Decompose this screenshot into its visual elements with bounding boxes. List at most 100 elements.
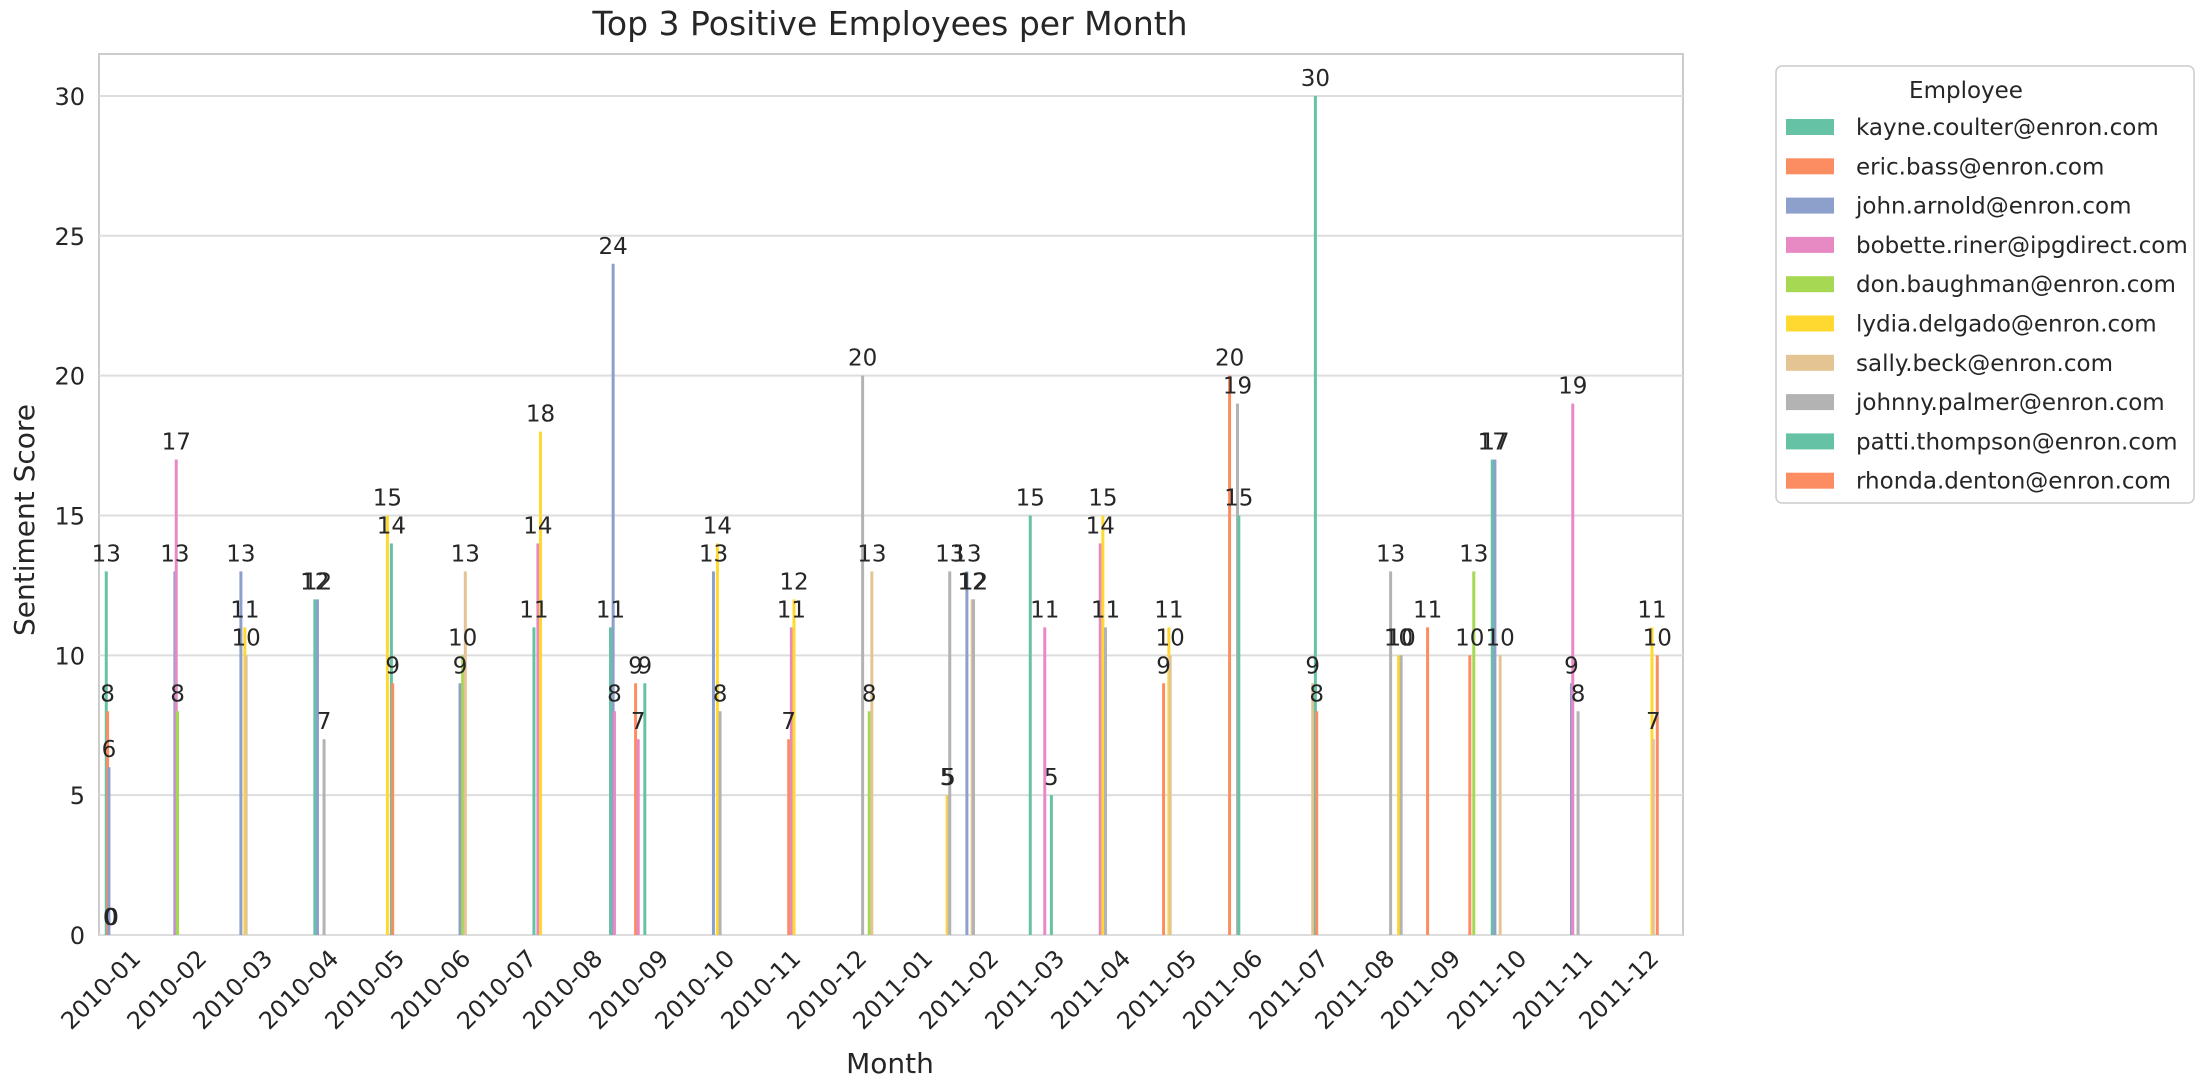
- bar-value-label: 19: [1558, 374, 1587, 400]
- bar: [536, 543, 540, 935]
- bar: [1101, 515, 1105, 935]
- bar-value-label: 14: [703, 513, 732, 539]
- bar: [948, 571, 952, 935]
- bar-value-label: 9: [637, 653, 652, 679]
- legend-label: johnny.palmer@enron.com: [1855, 390, 2165, 416]
- y-tick-labels: 0 5 10 15 20 25 30: [54, 83, 85, 950]
- bar: [965, 571, 969, 935]
- bar-value-label: 8: [1309, 681, 1324, 707]
- bar: [611, 263, 615, 935]
- bar-value-label: 15: [1088, 485, 1117, 511]
- bar: [385, 515, 389, 935]
- bar-value-label: 5: [941, 765, 956, 791]
- bar: [1468, 655, 1472, 935]
- legend-label: eric.bass@enron.com: [1856, 154, 2104, 180]
- bar: [1651, 739, 1655, 935]
- bar: [1313, 95, 1317, 935]
- bar-value-label: 10: [1387, 625, 1416, 651]
- legend-label: lydia.delgado@enron.com: [1856, 312, 2157, 338]
- bar-value-label: 13: [935, 541, 964, 567]
- bar: [972, 599, 975, 935]
- bar-value-label: 13: [699, 541, 728, 567]
- y-tick-label: 30: [54, 83, 85, 111]
- bar-value-label: 11: [1091, 597, 1120, 623]
- bar: [463, 571, 467, 935]
- bar: [643, 683, 647, 935]
- grid-lines: [99, 94, 1683, 936]
- bar: [1399, 655, 1403, 935]
- bar-value-label: 24: [598, 234, 627, 260]
- x-tick-labels: 2010-012010-022010-032010-042010-052010-…: [56, 944, 1665, 1035]
- bar-value-label: 13: [952, 541, 981, 567]
- bar: [1228, 375, 1232, 936]
- bar-value-label: 8: [862, 681, 877, 707]
- bar-value-label: 6: [102, 737, 117, 763]
- bar-value-label: 13: [1459, 541, 1488, 567]
- bar: [612, 711, 616, 935]
- bar-value-label: 9: [453, 653, 468, 679]
- y-tick-label: 15: [54, 502, 85, 530]
- bar-value-label: 12: [959, 569, 988, 595]
- x-axis-label: Month: [846, 1047, 934, 1080]
- bar-value-label: 15: [1224, 485, 1253, 511]
- bar: [870, 571, 874, 935]
- bar-value-label: 10: [1643, 625, 1672, 651]
- bar-value-label: 11: [1154, 597, 1183, 623]
- bar: [391, 683, 395, 935]
- legend-swatch: [1786, 119, 1834, 135]
- bar-value-label: 8: [1571, 681, 1586, 707]
- bar: [1049, 795, 1053, 935]
- bar-value-label: 9: [1305, 653, 1320, 679]
- bar: [1490, 459, 1494, 935]
- bar-value-label: 13: [160, 541, 189, 567]
- legend-label: sally.beck@enron.com: [1856, 351, 2113, 377]
- bar: [789, 627, 793, 935]
- bar-value-label: 10: [1486, 625, 1515, 651]
- bar-value-label: 14: [1086, 513, 1115, 539]
- bar-value-label: 11: [1637, 597, 1666, 623]
- bar-value-label: 18: [526, 402, 555, 428]
- bar: [861, 375, 865, 936]
- bar-value-label: 17: [1478, 430, 1507, 456]
- bar: [1493, 459, 1497, 935]
- y-tick-label: 5: [70, 782, 85, 810]
- bar-value-label: 20: [848, 346, 877, 372]
- bar-value-label: 9: [385, 653, 400, 679]
- bar-value-label: 8: [607, 681, 622, 707]
- bar-value-label: 10: [448, 625, 477, 651]
- bar-value-label: 13: [857, 541, 886, 567]
- bar: [718, 711, 722, 935]
- y-tick-label: 25: [54, 223, 85, 251]
- bar: [176, 711, 180, 935]
- bar-value-label: 7: [1646, 709, 1661, 735]
- bar: [1098, 543, 1102, 935]
- legend-label: bobette.riner@ipgdirect.com: [1856, 233, 2188, 259]
- bar-value-label: 7: [631, 709, 646, 735]
- bar-value-label: 12: [779, 569, 808, 595]
- bar: [1389, 571, 1393, 935]
- legend-label: don.baughman@enron.com: [1856, 272, 2176, 298]
- bar-value-label: 12: [303, 569, 332, 595]
- bar: [107, 767, 111, 935]
- legend-swatch: [1786, 472, 1834, 489]
- bar-value-label: 15: [1016, 485, 1045, 511]
- bar-value-label: 8: [100, 681, 115, 707]
- bar-value-label: 12: [300, 569, 329, 595]
- bar: [1043, 627, 1047, 935]
- bar: [1655, 655, 1659, 935]
- bar-value-label: 10: [1455, 625, 1484, 651]
- chart-title: Top 3 Positive Employees per Month: [591, 4, 1187, 43]
- bar: [792, 599, 796, 935]
- y-tick-label: 20: [54, 363, 85, 391]
- bar-value-label: 13: [451, 541, 480, 567]
- legend-swatch: [1786, 197, 1834, 214]
- bar-value-label: 11: [1030, 597, 1059, 623]
- bar-value-label: 10: [1156, 625, 1185, 651]
- bar-value-label: 0: [103, 905, 118, 931]
- bar: [1397, 655, 1401, 935]
- bar-value-label: 14: [523, 513, 552, 539]
- bar: [315, 599, 319, 935]
- bar: [532, 627, 536, 935]
- bar-value-label: 9: [1156, 653, 1171, 679]
- bar: [1472, 571, 1476, 935]
